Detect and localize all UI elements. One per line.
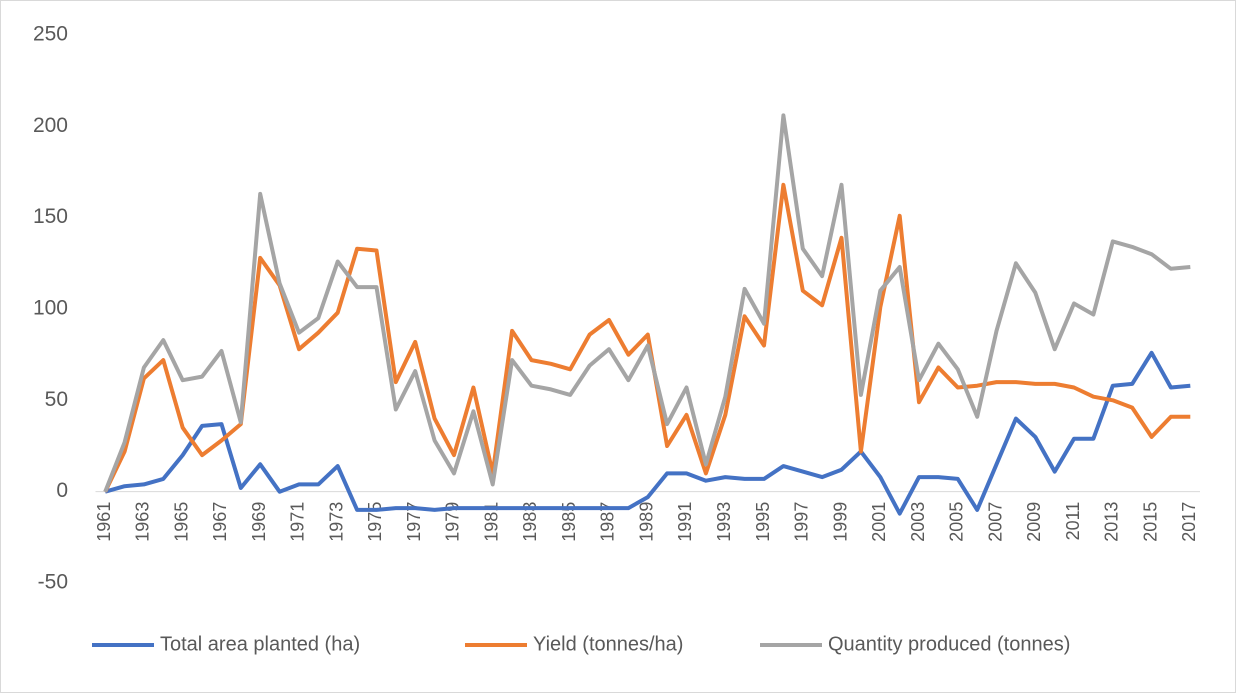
x-tick-label: 1973 [326, 502, 346, 542]
x-tick-label: 2011 [1063, 502, 1083, 541]
y-tick-label: -50 [38, 571, 68, 594]
x-tick-label: 1997 [792, 502, 812, 542]
x-tick-label: 2001 [869, 502, 889, 542]
legend-label: Total area planted (ha) [160, 633, 360, 655]
y-tick-label: 50 [45, 388, 68, 411]
x-tick-label: 1995 [753, 502, 773, 542]
y-tick-label: 200 [33, 114, 68, 137]
x-tick-label: 2017 [1179, 502, 1199, 542]
x-tick-label: 1969 [249, 502, 269, 542]
x-tick-label: 2013 [1102, 502, 1122, 542]
y-tick-label: 250 [33, 23, 68, 46]
x-tick-label: 1981 [481, 502, 501, 542]
series-line [103, 182, 1191, 493]
x-tick-label: 1963 [133, 502, 153, 542]
x-tick-label: 1971 [288, 502, 308, 542]
series-line [104, 350, 1191, 516]
legend-label: Yield (tonnes/ha) [533, 633, 683, 655]
x-tick-label: 1977 [404, 502, 424, 542]
x-tick-label: 1993 [714, 502, 734, 542]
y-tick-label: 150 [33, 205, 68, 228]
x-tick-label: 2003 [908, 502, 928, 542]
y-tick-label: 100 [33, 297, 68, 320]
y-tick-label: 0 [56, 479, 68, 502]
x-tick-label: 1961 [94, 502, 114, 542]
x-tick-label: 1965 [171, 502, 191, 542]
x-tick-label: 1987 [598, 502, 618, 542]
x-tick-label: 1989 [637, 502, 657, 542]
series-line [103, 113, 1191, 493]
x-tick-label: 1967 [210, 502, 230, 542]
x-tick-label: 2009 [1024, 502, 1044, 542]
x-tick-label: 1979 [443, 502, 463, 542]
x-tick-label: 1999 [830, 502, 850, 542]
x-tick-label: 2007 [985, 502, 1005, 542]
x-tick-label: 2015 [1140, 502, 1160, 542]
legend-label: Quantity produced (tonnes) [828, 633, 1070, 655]
x-tick-label: 2005 [947, 502, 967, 542]
x-tick-label: 1983 [520, 502, 540, 542]
x-tick-label: 1991 [675, 502, 695, 542]
x-tick-label: 1985 [559, 502, 579, 542]
